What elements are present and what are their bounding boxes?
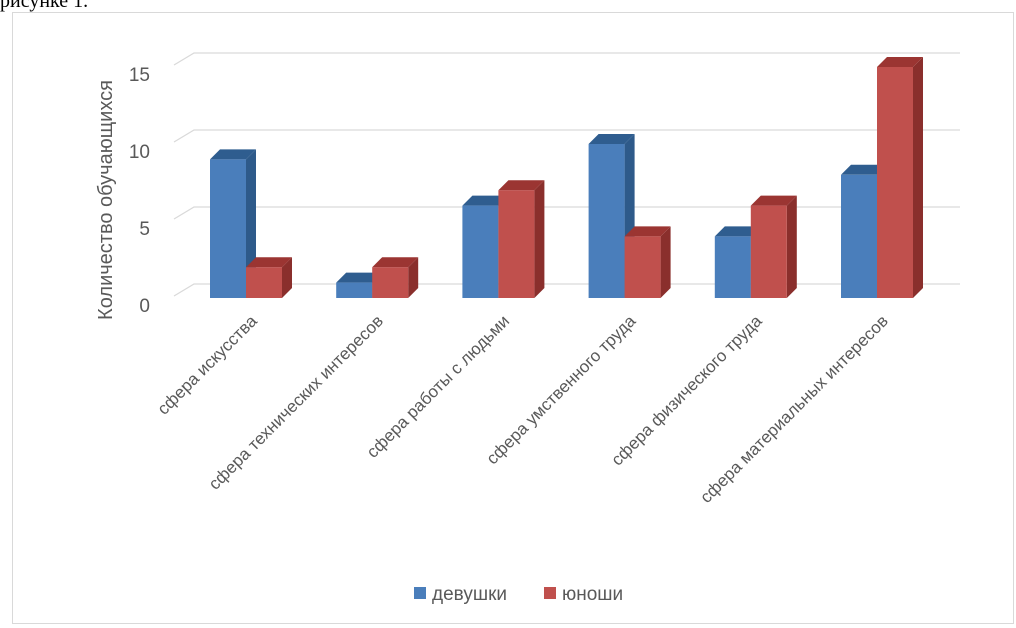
gridlines bbox=[173, 52, 960, 297]
x-category-label: сфера искусства bbox=[154, 311, 262, 419]
bar-top bbox=[246, 257, 292, 268]
bar-top bbox=[372, 257, 419, 268]
bar-yunoshi bbox=[750, 195, 797, 298]
bar-side bbox=[282, 257, 292, 298]
y-axis-ticks: 0 5 10 15 bbox=[129, 65, 150, 317]
legend: девушки юноши bbox=[414, 584, 623, 605]
bar-side bbox=[913, 57, 923, 298]
legend-swatch-devushki bbox=[414, 587, 426, 599]
chart-frame bbox=[12, 12, 1014, 624]
bar-side bbox=[408, 257, 419, 298]
bar-top bbox=[624, 226, 671, 237]
bar-top bbox=[588, 134, 635, 144]
legend-label-devushki: девушки bbox=[432, 584, 507, 605]
gridline bbox=[173, 129, 960, 143]
gridline bbox=[173, 283, 960, 297]
bar-yunoshi bbox=[624, 226, 671, 298]
bar-front bbox=[624, 236, 661, 298]
bar-top bbox=[714, 226, 761, 237]
bar-yunoshi bbox=[877, 57, 923, 298]
legend-label-yunoshi: юноши bbox=[562, 584, 623, 605]
gridline bbox=[173, 52, 960, 66]
bar-side bbox=[786, 195, 797, 298]
bar-devushki bbox=[210, 149, 256, 298]
y-tick-label: 0 bbox=[139, 296, 150, 317]
bar-yunoshi bbox=[372, 257, 419, 298]
bar-side bbox=[660, 226, 671, 298]
y-tick-label: 15 bbox=[129, 65, 150, 86]
bar-front bbox=[246, 267, 282, 298]
bar-front bbox=[841, 174, 877, 298]
gridline bbox=[173, 206, 960, 220]
bars bbox=[210, 57, 923, 298]
bar-top bbox=[462, 195, 509, 206]
caption-fragment: рисунке 1. bbox=[0, 0, 89, 12]
bar-yunoshi bbox=[246, 257, 292, 298]
bar-top bbox=[750, 195, 797, 206]
y-tick-label: 5 bbox=[139, 219, 150, 240]
legend-swatch-yunoshi bbox=[544, 587, 556, 599]
y-axis-label: Количество обучающихся bbox=[95, 80, 117, 320]
bar-top bbox=[336, 272, 383, 283]
x-category-label: сфера физического труда bbox=[608, 311, 766, 469]
bar-front bbox=[877, 67, 913, 298]
bar-front bbox=[462, 205, 499, 298]
y-tick-label: 10 bbox=[129, 142, 150, 163]
bar-front bbox=[210, 159, 246, 298]
bar-side bbox=[534, 180, 545, 298]
bar-top bbox=[498, 180, 545, 191]
bar-front bbox=[372, 267, 409, 298]
bar-top bbox=[841, 164, 887, 175]
x-category-label: сфера умственного труда bbox=[483, 311, 640, 468]
bar-front bbox=[336, 282, 373, 298]
bar-top bbox=[210, 149, 256, 160]
bar-yunoshi bbox=[498, 180, 545, 298]
bar-front bbox=[750, 205, 787, 298]
bar-top bbox=[877, 57, 923, 67]
bar-front bbox=[588, 144, 625, 298]
bar-front bbox=[714, 236, 751, 298]
x-category-label: сфера работы с людьми bbox=[363, 311, 513, 461]
bar-front bbox=[498, 190, 535, 298]
